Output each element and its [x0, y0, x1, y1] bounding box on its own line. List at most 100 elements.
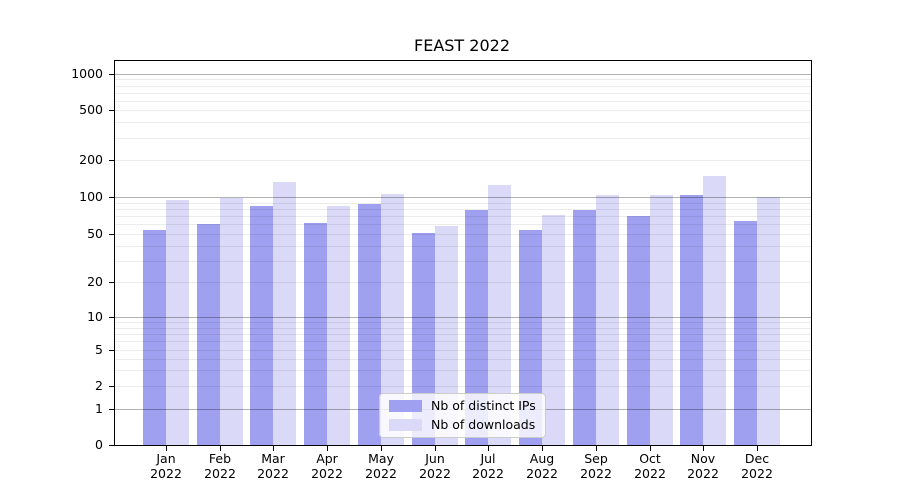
- x-tick: [435, 445, 436, 451]
- chart-title: FEAST 2022: [414, 36, 510, 55]
- plot-area: 0 1 2 5 10 20 50 100 200 500 1000 Jan 2022 Feb 2022 M…: [71, 60, 812, 481]
- y-tick: [109, 350, 115, 351]
- minor-gridline: [115, 359, 811, 360]
- minor-gridline: [115, 282, 811, 283]
- y-tick-label: 2: [95, 378, 103, 393]
- x-tick: [273, 445, 274, 451]
- major-gridline: [115, 317, 811, 318]
- x-tick-label: Mar 2022: [257, 451, 289, 481]
- y-tick: [109, 445, 115, 446]
- x-tick-label: Jan 2022: [150, 451, 182, 481]
- minor-gridline: [115, 79, 811, 80]
- x-tick: [757, 445, 758, 451]
- minor-gridline: [115, 370, 811, 371]
- minor-gridline: [115, 93, 811, 94]
- bar-ips: [519, 229, 543, 445]
- bar-ips: [572, 209, 596, 445]
- x-tick: [220, 445, 221, 451]
- minor-gridline: [115, 160, 811, 161]
- bar-downloads: [649, 194, 673, 445]
- legend-swatch-ips: [389, 400, 422, 412]
- x-tick-label: Nov 2022: [687, 451, 719, 481]
- bar-ips: [411, 232, 435, 445]
- axis-layer: 0 1 2 5 10 20 50 100 200 500 1000 Jan 2022 Feb 2022 M…: [71, 61, 811, 481]
- minor-gridline: [115, 386, 811, 387]
- y-tick-label: 100: [79, 189, 103, 204]
- x-tick-label: Jun 2022: [419, 451, 451, 481]
- legend-item-label: Nb of downloads: [431, 417, 536, 432]
- legend-swatch-downloads: [389, 419, 422, 431]
- bar-ips: [680, 194, 704, 445]
- minor-gridline: [115, 328, 811, 329]
- x-tick: [488, 445, 489, 451]
- y-tick: [109, 386, 115, 387]
- minor-gridline: [115, 101, 811, 102]
- x-tick-label: Sep 2022: [580, 451, 612, 481]
- x-tick-label: Dec 2022: [741, 451, 773, 481]
- bar-downloads: [380, 194, 404, 445]
- y-tick-label: 0: [95, 437, 103, 452]
- major-gridline: [115, 197, 811, 198]
- minor-gridline: [115, 110, 811, 111]
- bar-ips: [626, 216, 650, 445]
- legend-item: Nb of distinct IPs: [389, 398, 536, 414]
- x-tick: [596, 445, 597, 451]
- y-tick-label: 500: [79, 102, 103, 117]
- bar-ips: [250, 206, 274, 445]
- bar-downloads: [595, 195, 619, 445]
- x-tick: [166, 445, 167, 451]
- x-tick-label: Jul 2022: [472, 451, 504, 481]
- minor-gridline: [115, 261, 811, 262]
- y-tick-label: 200: [79, 152, 103, 167]
- x-tick: [381, 445, 382, 451]
- y-tick-label: 1000: [71, 66, 103, 81]
- x-tick: [650, 445, 651, 451]
- x-tick-label: Aug 2022: [526, 451, 558, 481]
- y-tick-label: 5: [95, 342, 103, 357]
- x-tick: [542, 445, 543, 451]
- x-tick: [703, 445, 704, 451]
- bar-ips: [357, 203, 381, 445]
- bar-ips: [304, 222, 328, 445]
- minor-gridline: [115, 209, 811, 210]
- y-tick-label: 10: [87, 309, 103, 324]
- bar-downloads: [756, 197, 780, 445]
- legend-item-label: Nb of distinct IPs: [431, 398, 536, 413]
- x-tick-label: May 2022: [365, 451, 397, 481]
- y-tick: [109, 160, 115, 161]
- x-tick: [327, 445, 328, 451]
- minor-gridline: [115, 216, 811, 217]
- minor-gridline: [115, 341, 811, 342]
- y-tick-label: 50: [87, 226, 103, 241]
- bar-downloads: [166, 200, 189, 445]
- y-tick: [109, 110, 115, 111]
- grid-layer: [115, 61, 811, 445]
- x-tick-label: Feb 2022: [204, 451, 236, 481]
- legend: Nb of distinct IPs Nb of downloads: [379, 393, 546, 438]
- major-gridline: [115, 74, 811, 75]
- y-tick-label: 20: [87, 274, 103, 289]
- y-tick: [109, 74, 115, 75]
- bar-downloads: [327, 205, 351, 445]
- y-tick: [109, 234, 115, 235]
- minor-gridline: [115, 224, 811, 225]
- minor-gridline: [115, 122, 811, 123]
- y-tick: [109, 409, 115, 410]
- y-tick: [109, 282, 115, 283]
- bar-downloads: [703, 176, 727, 445]
- bar-ips: [733, 220, 757, 445]
- bar-downloads: [219, 197, 243, 445]
- bar-ips: [196, 224, 220, 445]
- minor-gridline: [115, 322, 811, 323]
- minor-gridline: [115, 350, 811, 351]
- minor-gridline: [115, 246, 811, 247]
- minor-gridline: [115, 234, 811, 235]
- minor-gridline: [115, 86, 811, 87]
- minor-gridline: [115, 334, 811, 335]
- legend-item: Nb of downloads: [389, 417, 536, 433]
- bar-ips: [143, 229, 166, 445]
- x-tick-label: Oct 2022: [634, 451, 666, 481]
- bar-downloads: [488, 185, 512, 445]
- bar-ips: [465, 209, 489, 445]
